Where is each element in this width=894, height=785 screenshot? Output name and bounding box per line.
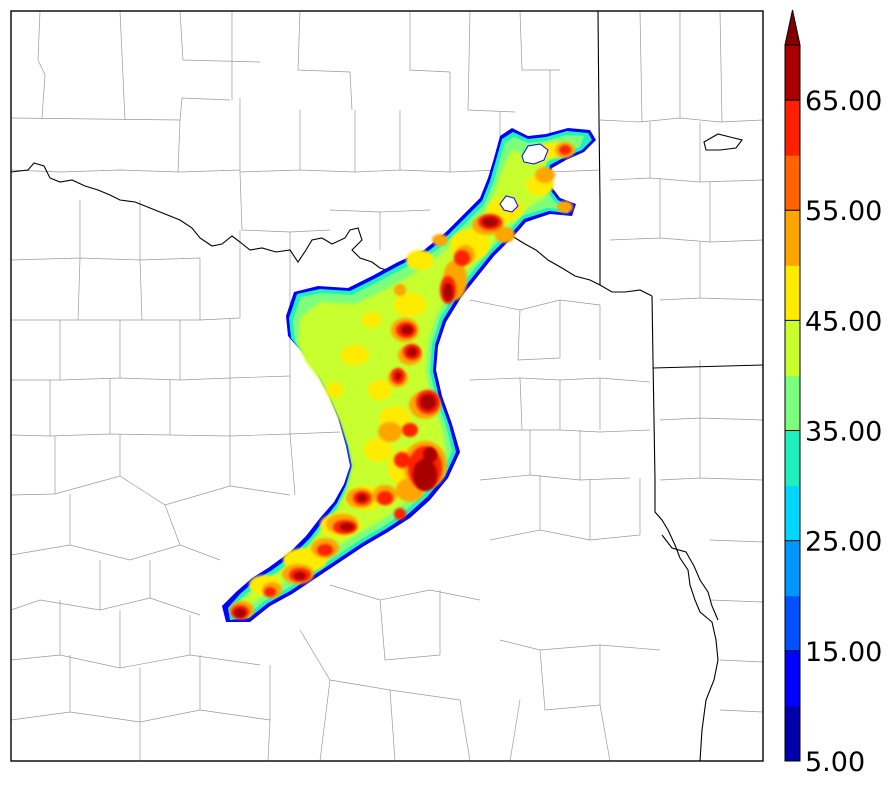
colorbar-bin	[785, 210, 800, 266]
county-boundaries	[11, 11, 763, 761]
colorbar-bin	[785, 485, 800, 542]
colorbar-bin	[785, 650, 800, 707]
colorbar-bin	[785, 430, 800, 487]
colorbar: 5.00 15.00 25.00 35.00 45.00 55.00 65.00	[784, 9, 882, 778]
map-frame	[10, 10, 764, 762]
colorbar-tick-label: 25.00	[805, 527, 882, 558]
colorbar-bin	[785, 595, 800, 652]
state-boundaries	[11, 11, 763, 761]
colorbar-bin	[785, 375, 800, 432]
colorbar-bin	[785, 540, 800, 597]
colorbar-bin	[785, 100, 800, 156]
colorbar-tick-label: 35.00	[805, 417, 882, 448]
colorbar-bin	[785, 155, 800, 211]
colorbar-tick-label: 5.00	[805, 747, 865, 778]
colorbar-extend-arrow	[784, 9, 801, 46]
colorbar-bin	[785, 320, 800, 376]
colorbar-tick-label: 15.00	[805, 637, 882, 668]
colorbar-bin	[785, 705, 800, 762]
reflectivity-field	[222, 128, 596, 622]
colorbar-bin	[785, 265, 800, 321]
colorbar-tick-label: 45.00	[805, 306, 882, 337]
colorbar-tick-label: 65.00	[805, 86, 882, 117]
colorbar-tick-label: 55.00	[805, 196, 882, 227]
colorbar-bin	[785, 45, 800, 101]
